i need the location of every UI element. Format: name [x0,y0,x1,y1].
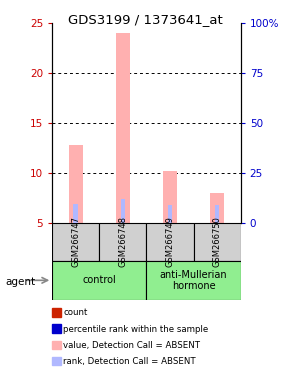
Text: GSM266749: GSM266749 [166,217,175,267]
Text: agent: agent [6,277,36,287]
Bar [116,33,130,223]
Bar [146,223,194,261]
Text: value, Detection Call = ABSENT: value, Detection Call = ABSENT [63,341,200,350]
Text: anti-Mullerian
hormone: anti-Mullerian hormone [160,270,227,291]
Text: count: count [63,308,88,318]
Bar [210,193,224,223]
Bar [52,261,146,300]
Bar [215,205,220,223]
Text: percentile rank within the sample: percentile rank within the sample [63,324,209,334]
Bar [194,223,241,261]
Bar [146,261,241,300]
Text: GSM266750: GSM266750 [213,217,222,267]
Bar [163,171,177,223]
Text: GDS3199 / 1373641_at: GDS3199 / 1373641_at [68,13,222,26]
Bar [69,145,83,223]
Text: GSM266747: GSM266747 [71,217,80,267]
Bar [73,204,78,223]
Bar [99,223,146,261]
Text: GSM266748: GSM266748 [118,217,127,267]
Bar [168,205,172,223]
Text: rank, Detection Call = ABSENT: rank, Detection Call = ABSENT [63,357,196,366]
Bar [121,199,125,223]
Bar [52,223,99,261]
Text: control: control [82,275,116,285]
